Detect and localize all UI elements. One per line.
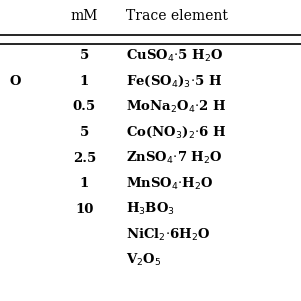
Text: 10: 10 xyxy=(75,203,94,216)
Text: 1: 1 xyxy=(80,75,89,88)
Text: ZnSO$_4$$\cdot$7 H$_2$O: ZnSO$_4$$\cdot$7 H$_2$O xyxy=(126,150,223,166)
Text: MoNa$_2$O$_4$$\cdot$2 H: MoNa$_2$O$_4$$\cdot$2 H xyxy=(126,99,227,115)
Text: MnSO$_4$$\cdot$H$_2$O: MnSO$_4$$\cdot$H$_2$O xyxy=(126,175,214,192)
Text: 2.5: 2.5 xyxy=(73,151,96,165)
Text: 1: 1 xyxy=(80,177,89,190)
Text: 5: 5 xyxy=(80,126,89,139)
Text: CuSO$_4$$\cdot$5 H$_2$O: CuSO$_4$$\cdot$5 H$_2$O xyxy=(126,48,224,64)
Text: NiCl$_2$$\cdot$6H$_2$O: NiCl$_2$$\cdot$6H$_2$O xyxy=(126,227,211,243)
Text: Fe(SO$_4$)$_3$$\cdot$5 H: Fe(SO$_4$)$_3$$\cdot$5 H xyxy=(126,74,223,89)
Text: V$_2$O$_5$: V$_2$O$_5$ xyxy=(126,252,162,268)
Text: H$_3$BO$_3$: H$_3$BO$_3$ xyxy=(126,201,175,217)
Text: 0.5: 0.5 xyxy=(73,100,96,113)
Text: 5: 5 xyxy=(80,49,89,62)
Text: mM: mM xyxy=(71,8,98,23)
Text: O: O xyxy=(9,75,21,88)
Text: Co(NO$_3$)$_2$$\cdot$6 H: Co(NO$_3$)$_2$$\cdot$6 H xyxy=(126,125,227,140)
Text: Trace element: Trace element xyxy=(126,8,228,23)
